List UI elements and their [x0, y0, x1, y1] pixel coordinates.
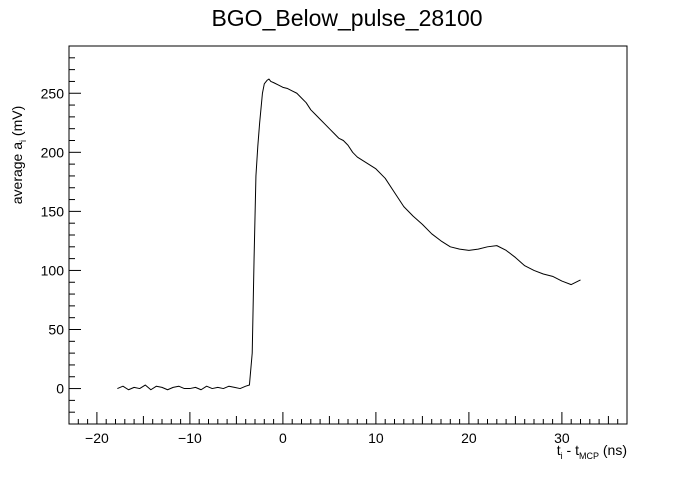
y-tick-label: 0: [56, 381, 64, 397]
x-tick-label: −20: [85, 430, 109, 446]
y-axis-label: average ai (mV): [9, 106, 28, 205]
y-tick-label: 200: [41, 144, 65, 160]
chart-title: BGO_Below_pulse_28100: [211, 5, 482, 31]
y-tick-label: 250: [41, 85, 65, 101]
x-tick-label: −10: [178, 430, 202, 446]
x-tick-label: 10: [368, 430, 384, 446]
x-tick-label: 20: [461, 430, 477, 446]
y-tick-label: 100: [41, 262, 65, 278]
y-axis: 0 50 100 150 200 250: [41, 45, 81, 425]
series-line-0: [117, 78, 581, 391]
y-tick-label: 50: [48, 322, 64, 338]
x-tick-label: 30: [554, 430, 570, 446]
plot-area: −20 −10 0 10 20 30 0 50 100 150 200 250: [41, 45, 628, 446]
x-axis: −20 −10 0 10 20 30: [68, 412, 628, 446]
x-tick-label: 0: [279, 430, 287, 446]
x-axis-label: ti - tMCP (ns): [557, 442, 627, 461]
series-layer: [117, 78, 581, 391]
y-tick-label: 150: [41, 203, 65, 219]
plot-frame: [68, 45, 628, 425]
